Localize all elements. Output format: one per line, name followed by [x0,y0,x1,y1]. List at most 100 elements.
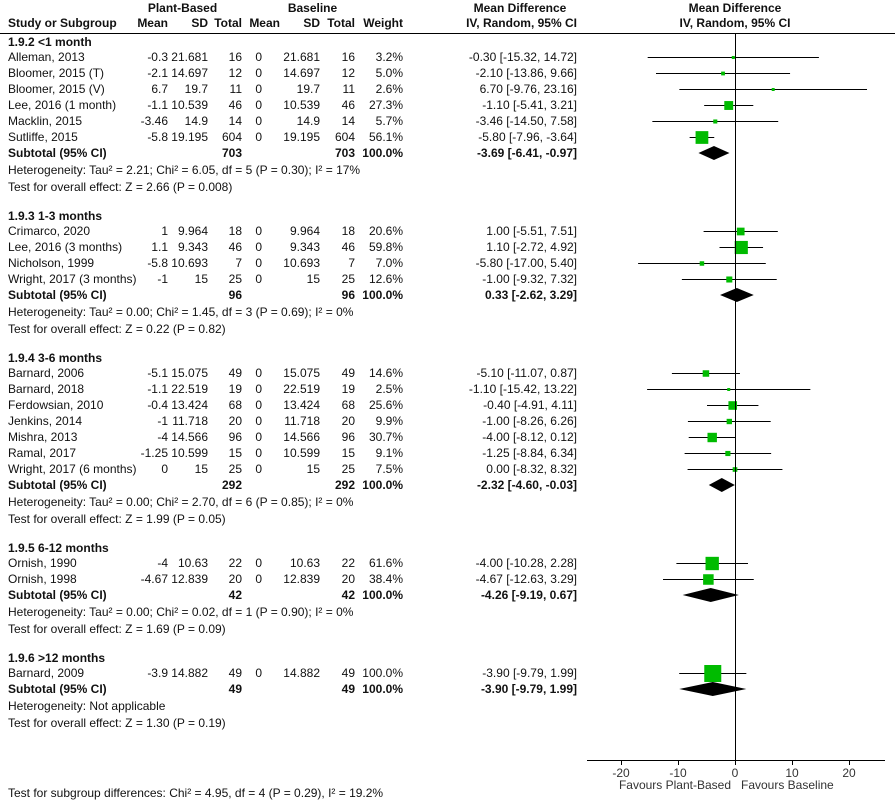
b-sd: 15.075 [283,366,320,380]
mean-difference-ci: 6.70 [-9.76, 23.16] [479,82,577,96]
subtotal-label: Subtotal (95% CI) [8,478,107,492]
effect-square [699,261,705,266]
b-sd: 10.599 [283,446,320,460]
pb-mean: -1.1 [147,382,168,396]
b-mean: 0 [255,398,262,412]
weight: 100.0% [362,682,403,696]
overall-effect-text: Test for overall effect: Z = 1.99 (P = 0… [8,512,226,526]
heterogeneity-text: Heterogeneity: Tau² = 2.21; Chi² = 6.05,… [8,163,361,177]
b-total-header: Total [327,16,355,30]
b-sd: 19.195 [283,130,320,144]
mean-difference-ci: 0.00 [-8.32, 8.32] [486,462,577,476]
b-mean: 0 [255,256,262,270]
pb-total: 25 [228,272,242,286]
mean-difference-ci: -1.10 [-5.41, 3.21] [482,98,577,112]
weight: 14.6% [368,366,403,380]
b-sd: 22.519 [283,382,320,396]
b-sd: 14.882 [283,666,320,680]
pb-mean: -4.67 [140,572,168,586]
pb-total: 18 [228,224,242,238]
pb-total: 20 [228,572,242,586]
favours-left-label: Favours Plant-Based [619,778,731,792]
weight: 56.1% [368,130,403,144]
pb-total: 49 [228,666,242,680]
subtotal-diamond [698,146,730,160]
weight: 25.6% [368,398,403,412]
pb-sd: 9.343 [177,240,208,254]
pb-sd: 10.63 [177,556,208,570]
study-name: Ferdowsian, 2010 [8,398,104,412]
subtotal-label: Subtotal (95% CI) [8,588,107,602]
b-total: 49 [341,682,355,696]
group2-header: Baseline [287,1,338,15]
b-total: 7 [348,256,355,270]
pb-sd: 10.539 [171,98,208,112]
mean-difference-ci: -4.00 [-8.12, 0.12] [482,430,577,444]
effect-square [726,276,733,283]
b-total: 703 [334,146,355,160]
pb-sd: 15.075 [171,366,208,380]
mean-difference-ci: -0.40 [-4.91, 4.11] [483,398,577,412]
b-mean: 0 [255,666,262,680]
pb-total: 42 [228,588,242,602]
overall-effect-text: Test for overall effect: Z = 1.30 (P = 0… [8,716,226,730]
b-total: 25 [341,462,355,476]
pb-sd: 14.697 [171,66,208,80]
overall-effect-text: Test for overall effect: Z = 1.69 (P = 0… [8,622,226,636]
mean-difference-ci: -3.90 [-9.79, 1.99] [482,666,577,680]
pb-mean: -4 [157,430,168,444]
subtotal-diamond [682,588,739,602]
pb-total: 46 [228,98,242,112]
mean-difference-ci: -4.26 [-9.19, 0.67] [480,588,577,602]
effect-square [727,388,731,391]
b-sd: 10.693 [283,256,320,270]
weight: 38.4% [368,572,403,586]
mean-difference-ci: -4.67 [-12.63, 3.29] [475,572,577,586]
pb-mean: -2.1 [147,66,168,80]
b-mean: 0 [255,572,262,586]
b-mean: 0 [255,556,262,570]
pb-mean: -1.25 [140,446,168,460]
mean-difference-ci: -3.90 [-9.79, 1.99] [480,682,577,696]
mean-difference-ci: -3.69 [-6.41, -0.97] [476,146,577,160]
effect-square [713,119,718,124]
effect-square [728,401,738,410]
pb-sd: 14.882 [171,666,208,680]
study-col-header: Study or Subgroup [8,16,117,30]
pb-sd: 13.424 [171,398,208,412]
heterogeneity-text: Heterogeneity: Not applicable [8,699,166,713]
pb-mean-header: Mean [137,16,168,30]
b-mean: 0 [255,446,262,460]
weight: 100.0% [362,288,403,302]
pb-total: 96 [228,288,242,302]
pb-total: 68 [228,398,242,412]
b-sd: 9.964 [289,224,320,238]
mean-difference-ci: -5.10 [-11.07, 0.87] [476,366,577,380]
study-name: Alleman, 2013 [8,50,85,64]
b-total: 49 [341,666,355,680]
pb-mean: -1.1 [147,98,168,112]
weight: 100.0% [362,588,403,602]
pb-mean: -3.46 [140,114,168,128]
subgroup-title: 1.9.2 <1 month [8,35,92,49]
mean-difference-ci: -4.00 [-10.28, 2.28] [475,556,577,570]
pb-sd: 19.195 [171,130,208,144]
study-name: Jenkins, 2014 [8,414,83,428]
b-mean: 0 [255,66,262,80]
b-total: 18 [341,224,355,238]
effect-square [707,432,717,443]
b-sd: 10.539 [283,98,320,112]
b-total: 12 [341,66,355,80]
study-name: Crimarco, 2020 [8,224,91,238]
effect-square [771,88,775,91]
weight: 2.6% [375,82,403,96]
pb-total: 25 [228,462,242,476]
weight: 100.0% [362,146,403,160]
mean-difference-ci: -3.46 [-14.50, 7.58] [475,114,577,128]
study-name: Sutliffe, 2015 [8,130,78,144]
pb-mean: -0.4 [147,398,168,412]
subtotal-label: Subtotal (95% CI) [8,682,107,696]
pb-sd: 21.681 [171,50,208,64]
b-sd: 10.63 [289,556,320,570]
mean-difference-ci: -1.00 [-8.26, 6.26] [482,414,577,428]
